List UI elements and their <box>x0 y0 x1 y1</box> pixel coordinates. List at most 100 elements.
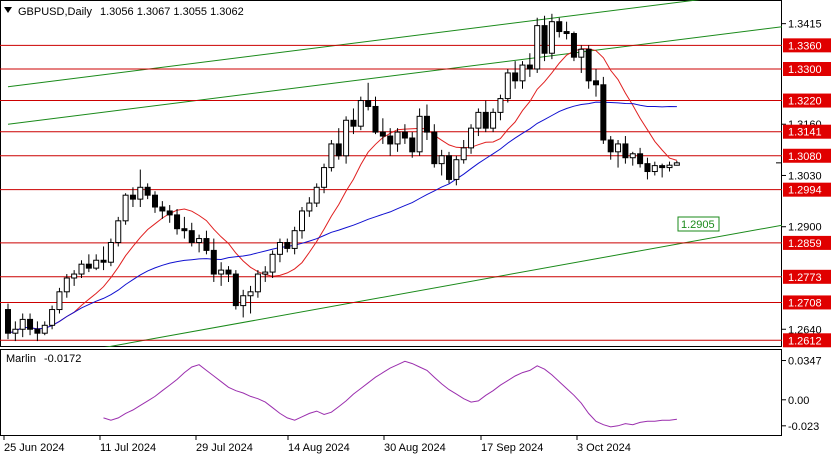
candle-body-bear <box>563 31 570 35</box>
level-label-text: 1.2708 <box>788 297 822 309</box>
candle <box>218 262 225 286</box>
candle-body-bear <box>129 194 136 200</box>
candle <box>401 124 408 144</box>
candle-body-bull <box>313 186 320 204</box>
level-label: 1.3080 <box>783 148 831 163</box>
candle-body-bull <box>357 100 364 127</box>
channel-price-tag-text: 1.2905 <box>681 219 715 231</box>
candle-body-bull <box>41 324 48 334</box>
candle-body-bull <box>666 164 673 169</box>
candle-body-bear <box>541 25 548 54</box>
level-label-text: 1.2612 <box>788 335 822 347</box>
candle <box>556 17 563 38</box>
candle-body-bear <box>387 135 394 145</box>
candle <box>416 108 423 156</box>
candle <box>129 187 136 208</box>
candle-body-bull <box>438 155 445 165</box>
candle <box>34 321 41 342</box>
level-label: 1.3141 <box>783 124 831 139</box>
level-label-box <box>783 124 831 139</box>
candle <box>446 151 452 184</box>
level-label-box <box>783 269 831 284</box>
candle <box>490 108 497 133</box>
candle-body-bull <box>254 273 261 293</box>
sub-plot-frame <box>0 349 782 436</box>
candle-body-bear <box>409 137 416 153</box>
candle-body-bull <box>497 98 504 113</box>
marlin-oscillator <box>103 360 677 428</box>
candle-body-bull <box>534 25 541 70</box>
candle-body-bear <box>556 21 563 33</box>
candle <box>379 118 386 144</box>
candle-body-bull <box>49 309 56 326</box>
candle-body-bull <box>269 253 276 273</box>
candle-body-bear <box>232 273 239 307</box>
candle-body-bear <box>5 309 11 334</box>
candle-body-bear <box>423 115 430 133</box>
candle <box>166 205 173 223</box>
candle-body-bear <box>482 111 489 129</box>
candle <box>49 305 56 330</box>
candle-body-bear <box>379 131 386 137</box>
candle-body-bear <box>644 163 651 173</box>
candle <box>137 169 144 208</box>
level-label: 1.3300 <box>783 62 831 76</box>
channel-price-tag: 1.2905 <box>677 216 720 232</box>
candle <box>673 160 680 166</box>
date-axis: 25 Jun 2024 11 Jul 2024 29 Jul 2024 14 Aug … <box>3 436 631 454</box>
candle-body-bull <box>416 115 423 153</box>
candle-body-bear <box>85 263 92 269</box>
candle-body-bull <box>93 259 100 269</box>
price-tick-label: 1.3030 <box>788 170 822 182</box>
candle <box>468 124 475 154</box>
channel-line <box>7 26 782 125</box>
candle <box>350 108 357 135</box>
candle-body-bear <box>335 143 342 157</box>
candle-body-bull <box>673 162 680 166</box>
price-tick-label: 1.2640 <box>788 324 822 336</box>
candle <box>262 266 269 282</box>
channel-line <box>104 224 782 347</box>
level-label-text: 1.2773 <box>788 272 822 284</box>
candle-body-bear <box>159 206 166 212</box>
osc-tick-label: 0.00 <box>788 395 809 407</box>
chart-header: GBPUSD,Daily 1.3056 1.3067 1.3055 1.3062 <box>4 6 244 18</box>
candle <box>563 21 570 40</box>
candle <box>188 222 195 247</box>
candlesticks <box>5 13 680 342</box>
candle-body-bull <box>490 111 497 129</box>
candle <box>460 139 467 164</box>
candle <box>335 128 342 160</box>
level-label: 1.2708 <box>783 295 831 310</box>
candle <box>629 151 636 166</box>
candle-body-bear <box>188 230 195 244</box>
candle-body-bull <box>218 269 225 275</box>
collapse-triangle-icon[interactable] <box>4 7 12 13</box>
osc-tick-label: -0.023 <box>788 421 819 433</box>
candle-body-bear <box>203 238 210 251</box>
symbol-timeframe: GBPUSD,Daily <box>18 6 92 18</box>
candle-body-bull <box>122 194 129 222</box>
candle <box>56 287 63 314</box>
level-label: 1.2773 <box>783 269 831 284</box>
level-label-box <box>783 333 831 348</box>
candle <box>181 216 188 239</box>
candle <box>144 183 151 200</box>
moving-averages <box>7 48 678 334</box>
level-label-box <box>783 148 831 163</box>
level-label: 1.2994 <box>783 182 831 197</box>
candle-body-bull <box>394 131 401 145</box>
level-label: 1.3360 <box>783 38 831 53</box>
candle <box>85 254 92 273</box>
candle-body-bull <box>137 186 144 200</box>
date-tick-label: 17 Sep 2024 <box>481 442 543 454</box>
candle <box>41 321 48 336</box>
candle <box>115 216 122 247</box>
channel-price-tag-box <box>677 216 720 232</box>
candle-body-bull <box>306 202 313 212</box>
candle-body-bear <box>446 155 452 180</box>
candle-body-bear <box>512 72 519 82</box>
